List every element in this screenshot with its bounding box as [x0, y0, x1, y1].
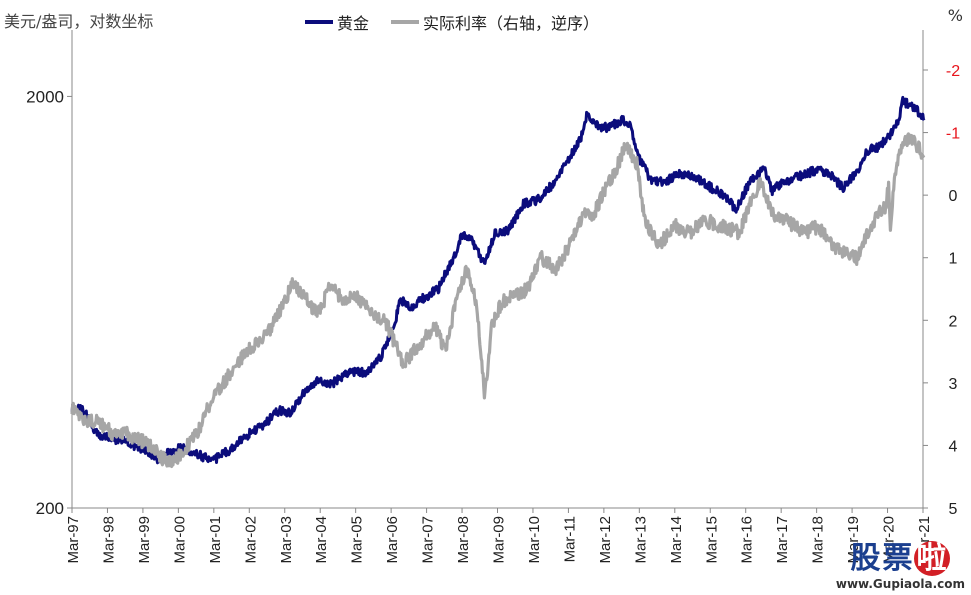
- x-tick-label: Mar-10: [526, 516, 543, 564]
- right-axis-unit-label: %: [947, 6, 963, 25]
- left-tick-label: 2000: [26, 87, 64, 106]
- left-axis-unit-label: 美元/盎司，对数坐标: [4, 12, 154, 31]
- x-tick-label: Mar-16: [739, 516, 756, 564]
- legend-swatch-real-rate: [391, 20, 420, 24]
- x-tick-label: Mar-05: [349, 516, 366, 564]
- series-line-gold: [70, 95, 926, 465]
- site-watermark: 股票啦 www.Gupiaola.com: [836, 533, 965, 591]
- x-tick-label: Mar-18: [810, 516, 827, 564]
- series-layer: [70, 95, 926, 469]
- x-tick-label: Mar-15: [703, 516, 720, 564]
- tick-labels: 2000 200 -2 -1 0 1 2 3 4 5 Mar-97 Mar-98 Mar-99 Mar-0…: [26, 63, 960, 564]
- x-tick-label: Mar-99: [136, 516, 153, 564]
- watermark-char-1: 股: [850, 541, 883, 576]
- x-tick-label: Mar-98: [100, 516, 117, 564]
- x-tick-label: Mar-11: [561, 516, 578, 562]
- legend-swatch-gold: [305, 20, 333, 24]
- x-tick-label: Mar-07: [420, 516, 437, 564]
- x-tick-label: Mar-02: [242, 516, 259, 564]
- legend-label-gold: 黄金: [337, 14, 370, 33]
- right-tick-label: 5: [949, 501, 958, 518]
- right-tick-label: 2: [949, 313, 958, 330]
- legend-label-real-rate: 实际利率（右轴，逆序）: [423, 14, 600, 33]
- x-tick-label: Mar-09: [491, 516, 508, 564]
- x-tick-label: Mar-06: [384, 516, 401, 564]
- x-tick-label: Mar-20: [881, 516, 898, 564]
- x-tick-label: Mar-14: [668, 516, 685, 564]
- x-tick-label: Mar-03: [278, 516, 295, 564]
- right-tick-label: -1: [946, 126, 960, 143]
- legend-item-real-rate: 实际利率（右轴，逆序）: [391, 10, 599, 34]
- watermark-char-3: 啦: [914, 541, 951, 576]
- right-tick-label: 3: [949, 376, 958, 393]
- watermark-url: www.Gupiaola.com: [835, 577, 965, 591]
- x-tick-label: Mar-00: [171, 516, 188, 564]
- x-tick-label: Mar-12: [597, 516, 614, 564]
- chart-legend: 黄金 实际利率（右轴，逆序）: [305, 10, 621, 34]
- x-tick-label: Mar-13: [632, 516, 649, 564]
- watermark-logo: 股票啦: [836, 533, 965, 577]
- right-tick-label: 1: [949, 251, 958, 268]
- x-tick-label: Mar-19: [845, 516, 862, 564]
- legend-item-gold: 黄金: [305, 10, 369, 34]
- x-tick-label: Mar-04: [313, 516, 330, 564]
- watermark-char-2: 票: [882, 541, 915, 576]
- right-tick-label: -2: [946, 63, 960, 80]
- x-tick-label: Mar-17: [774, 516, 791, 564]
- right-tick-label: 0: [949, 188, 958, 205]
- left-tick-label: 200: [36, 499, 64, 518]
- series-line-real-rate: [70, 132, 926, 469]
- x-tick-label: Mar-97: [65, 516, 82, 564]
- right-tick-label: 4: [949, 438, 958, 455]
- x-tick-label: Mar-01: [207, 516, 224, 564]
- x-tick-label: Mar-08: [455, 516, 472, 564]
